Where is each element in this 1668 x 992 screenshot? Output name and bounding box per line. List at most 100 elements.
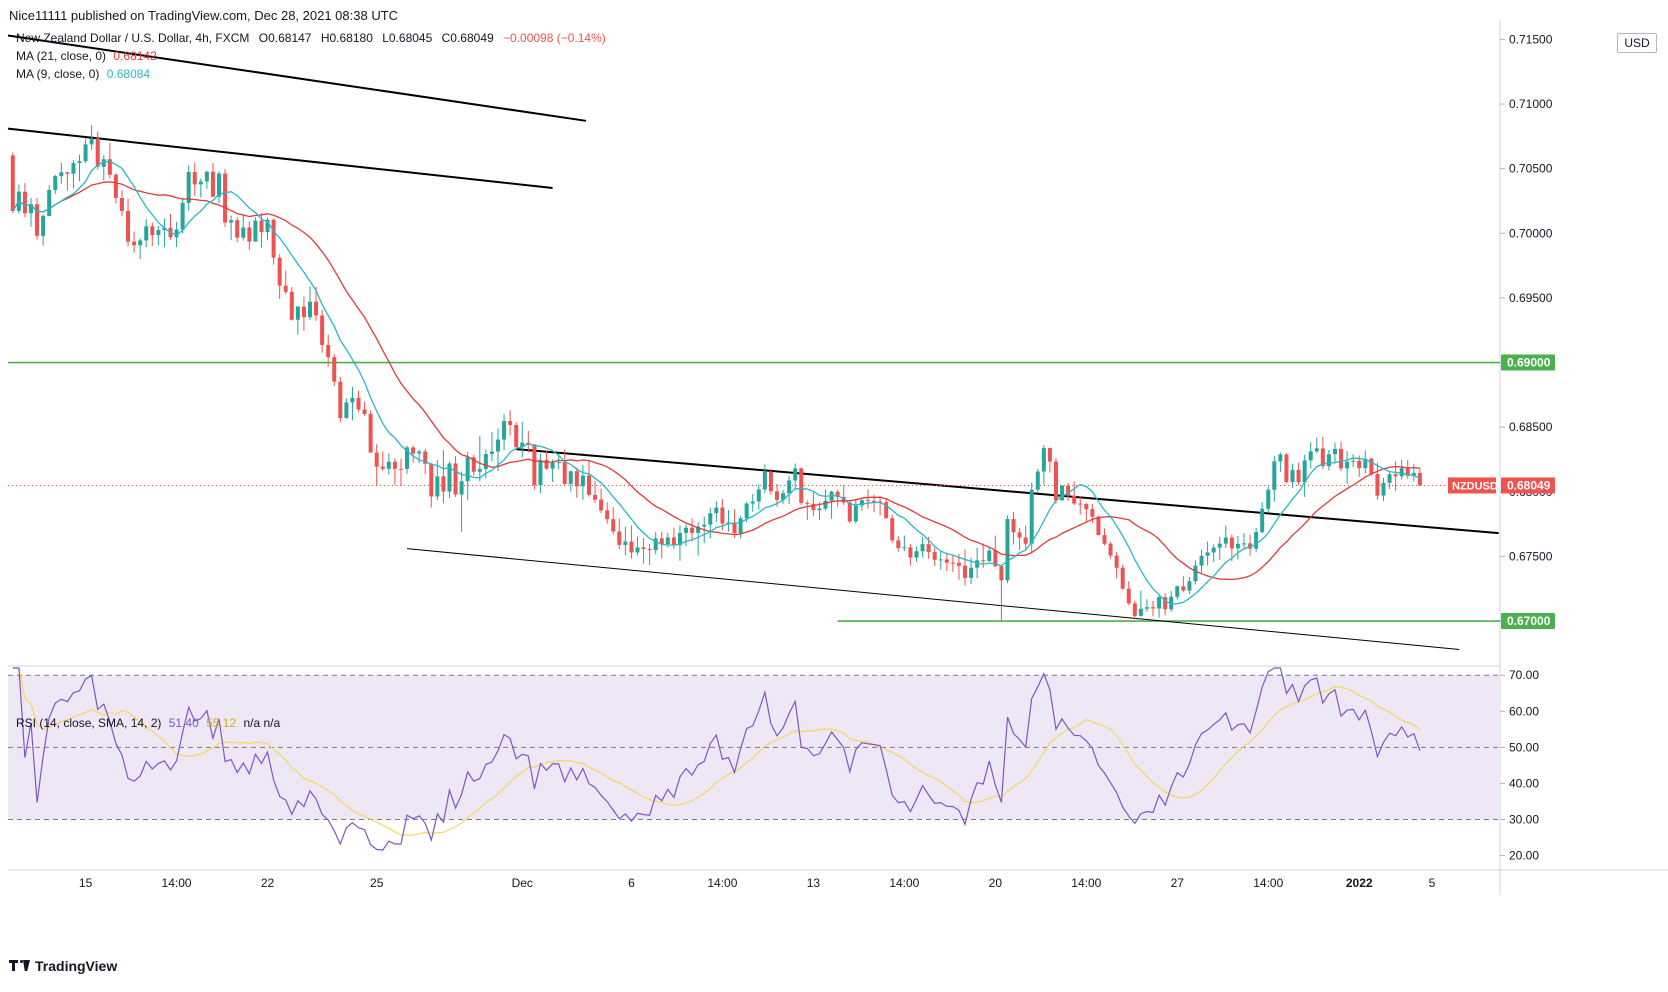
- candle-body: [556, 462, 561, 464]
- trendline: [7, 127, 553, 190]
- candle-body: [853, 505, 858, 522]
- candle-body: [641, 547, 646, 550]
- candle-body: [386, 461, 391, 469]
- candle-body: [938, 559, 943, 561]
- candle-body: [53, 176, 58, 190]
- candle-body: [411, 447, 416, 454]
- candle-body: [617, 531, 622, 545]
- time-tick-label: 14:00: [162, 876, 192, 890]
- candle-body: [1151, 607, 1156, 609]
- candle-body: [132, 241, 137, 246]
- candle-body: [126, 210, 131, 242]
- candle-body: [417, 451, 422, 454]
- candle-body: [629, 541, 634, 553]
- candle-body: [1290, 469, 1295, 483]
- candle-body: [920, 544, 925, 552]
- candle-body: [677, 532, 682, 546]
- candle-body: [362, 409, 367, 414]
- candle-body: [1181, 586, 1186, 591]
- candle-body: [1011, 519, 1016, 533]
- candle-body: [720, 507, 725, 524]
- candle-body: [28, 204, 33, 214]
- candle-body: [1205, 552, 1210, 556]
- candle-body: [398, 468, 403, 470]
- candle-body: [684, 527, 689, 533]
- last-price-label: 0.68049: [1507, 478, 1551, 492]
- candle-body: [1047, 448, 1052, 462]
- candle-body: [320, 315, 325, 345]
- candle-body: [1308, 451, 1313, 461]
- trendline: [516, 448, 1499, 535]
- candle-body: [22, 191, 27, 214]
- ma9-value: 0.68084: [106, 67, 151, 81]
- price-tick-label: 0.67500: [1509, 549, 1553, 563]
- candle-body: [1199, 555, 1204, 566]
- candle-body: [914, 551, 919, 558]
- ma9-label: MA (9, close, 0): [16, 67, 100, 81]
- ma21-legend: MA (21, close, 0) 0.68142: [16, 49, 157, 63]
- candle-body: [265, 219, 270, 233]
- candle-body: [762, 471, 767, 490]
- candle-body: [605, 510, 610, 520]
- candle-body: [477, 468, 482, 472]
- price-tick-label: 0.70000: [1509, 226, 1553, 240]
- currency-button[interactable]: USD: [1617, 33, 1657, 53]
- rsi-line: [12, 667, 1421, 851]
- candle-body: [253, 220, 258, 242]
- candle-body: [1357, 460, 1362, 469]
- open-value: O0.68147: [258, 31, 312, 45]
- candle-body: [1339, 448, 1344, 469]
- candle-body: [1381, 482, 1386, 496]
- candle-body: [538, 459, 543, 486]
- candle-body: [653, 538, 658, 551]
- candle-body: [210, 171, 215, 197]
- candle-body: [738, 518, 743, 534]
- candle-body: [1254, 532, 1259, 549]
- time-tick-label: 6: [628, 876, 635, 890]
- candle-body: [119, 197, 124, 211]
- price-tick-label: 0.68500: [1509, 420, 1553, 434]
- time-tick-label: 14:00: [889, 876, 919, 890]
- publisher-line: Nice11111 published on TradingView.com, …: [9, 8, 399, 23]
- time-tick-label: 14:00: [1071, 876, 1101, 890]
- candle-body: [241, 227, 246, 238]
- candle-body: [344, 402, 349, 419]
- candle-body: [756, 489, 761, 502]
- change-value: −0.00098 (−0.14%): [503, 31, 606, 45]
- candle-body: [1041, 448, 1046, 472]
- candle-body: [823, 500, 828, 509]
- candle-body: [1102, 535, 1107, 544]
- symbol-tag-label: NZDUSD: [1452, 480, 1498, 492]
- candle-body: [1108, 543, 1113, 556]
- low-value: L0.68045: [382, 31, 433, 45]
- candle-body: [1320, 448, 1325, 467]
- candle-body: [223, 173, 228, 223]
- rsi-tick-label: 20.00: [1509, 849, 1539, 863]
- rsi-tick-label: 70.00: [1509, 668, 1539, 682]
- candle-body: [1078, 503, 1083, 505]
- rsi-tick-label: 40.00: [1509, 776, 1539, 790]
- candle-body: [671, 537, 676, 546]
- candle-body: [714, 507, 719, 514]
- candle-body: [817, 508, 822, 511]
- candle-body: [750, 501, 755, 504]
- candle-body: [1138, 608, 1143, 616]
- candle-body: [192, 172, 197, 185]
- candle-body: [405, 447, 410, 469]
- candle-body: [1175, 586, 1180, 597]
- candle-body: [1241, 543, 1246, 545]
- candle-body: [35, 204, 40, 236]
- candle-body: [829, 491, 834, 501]
- candle-body: [574, 471, 579, 487]
- candle-body: [926, 544, 931, 553]
- candle-body: [1229, 537, 1234, 549]
- candle-body: [1217, 543, 1222, 548]
- candle-body: [314, 301, 319, 316]
- candle-body: [1023, 537, 1028, 544]
- candle-body: [1235, 544, 1240, 549]
- candle-body: [1084, 503, 1089, 510]
- candle-body: [229, 220, 234, 223]
- candle-body: [1399, 468, 1404, 477]
